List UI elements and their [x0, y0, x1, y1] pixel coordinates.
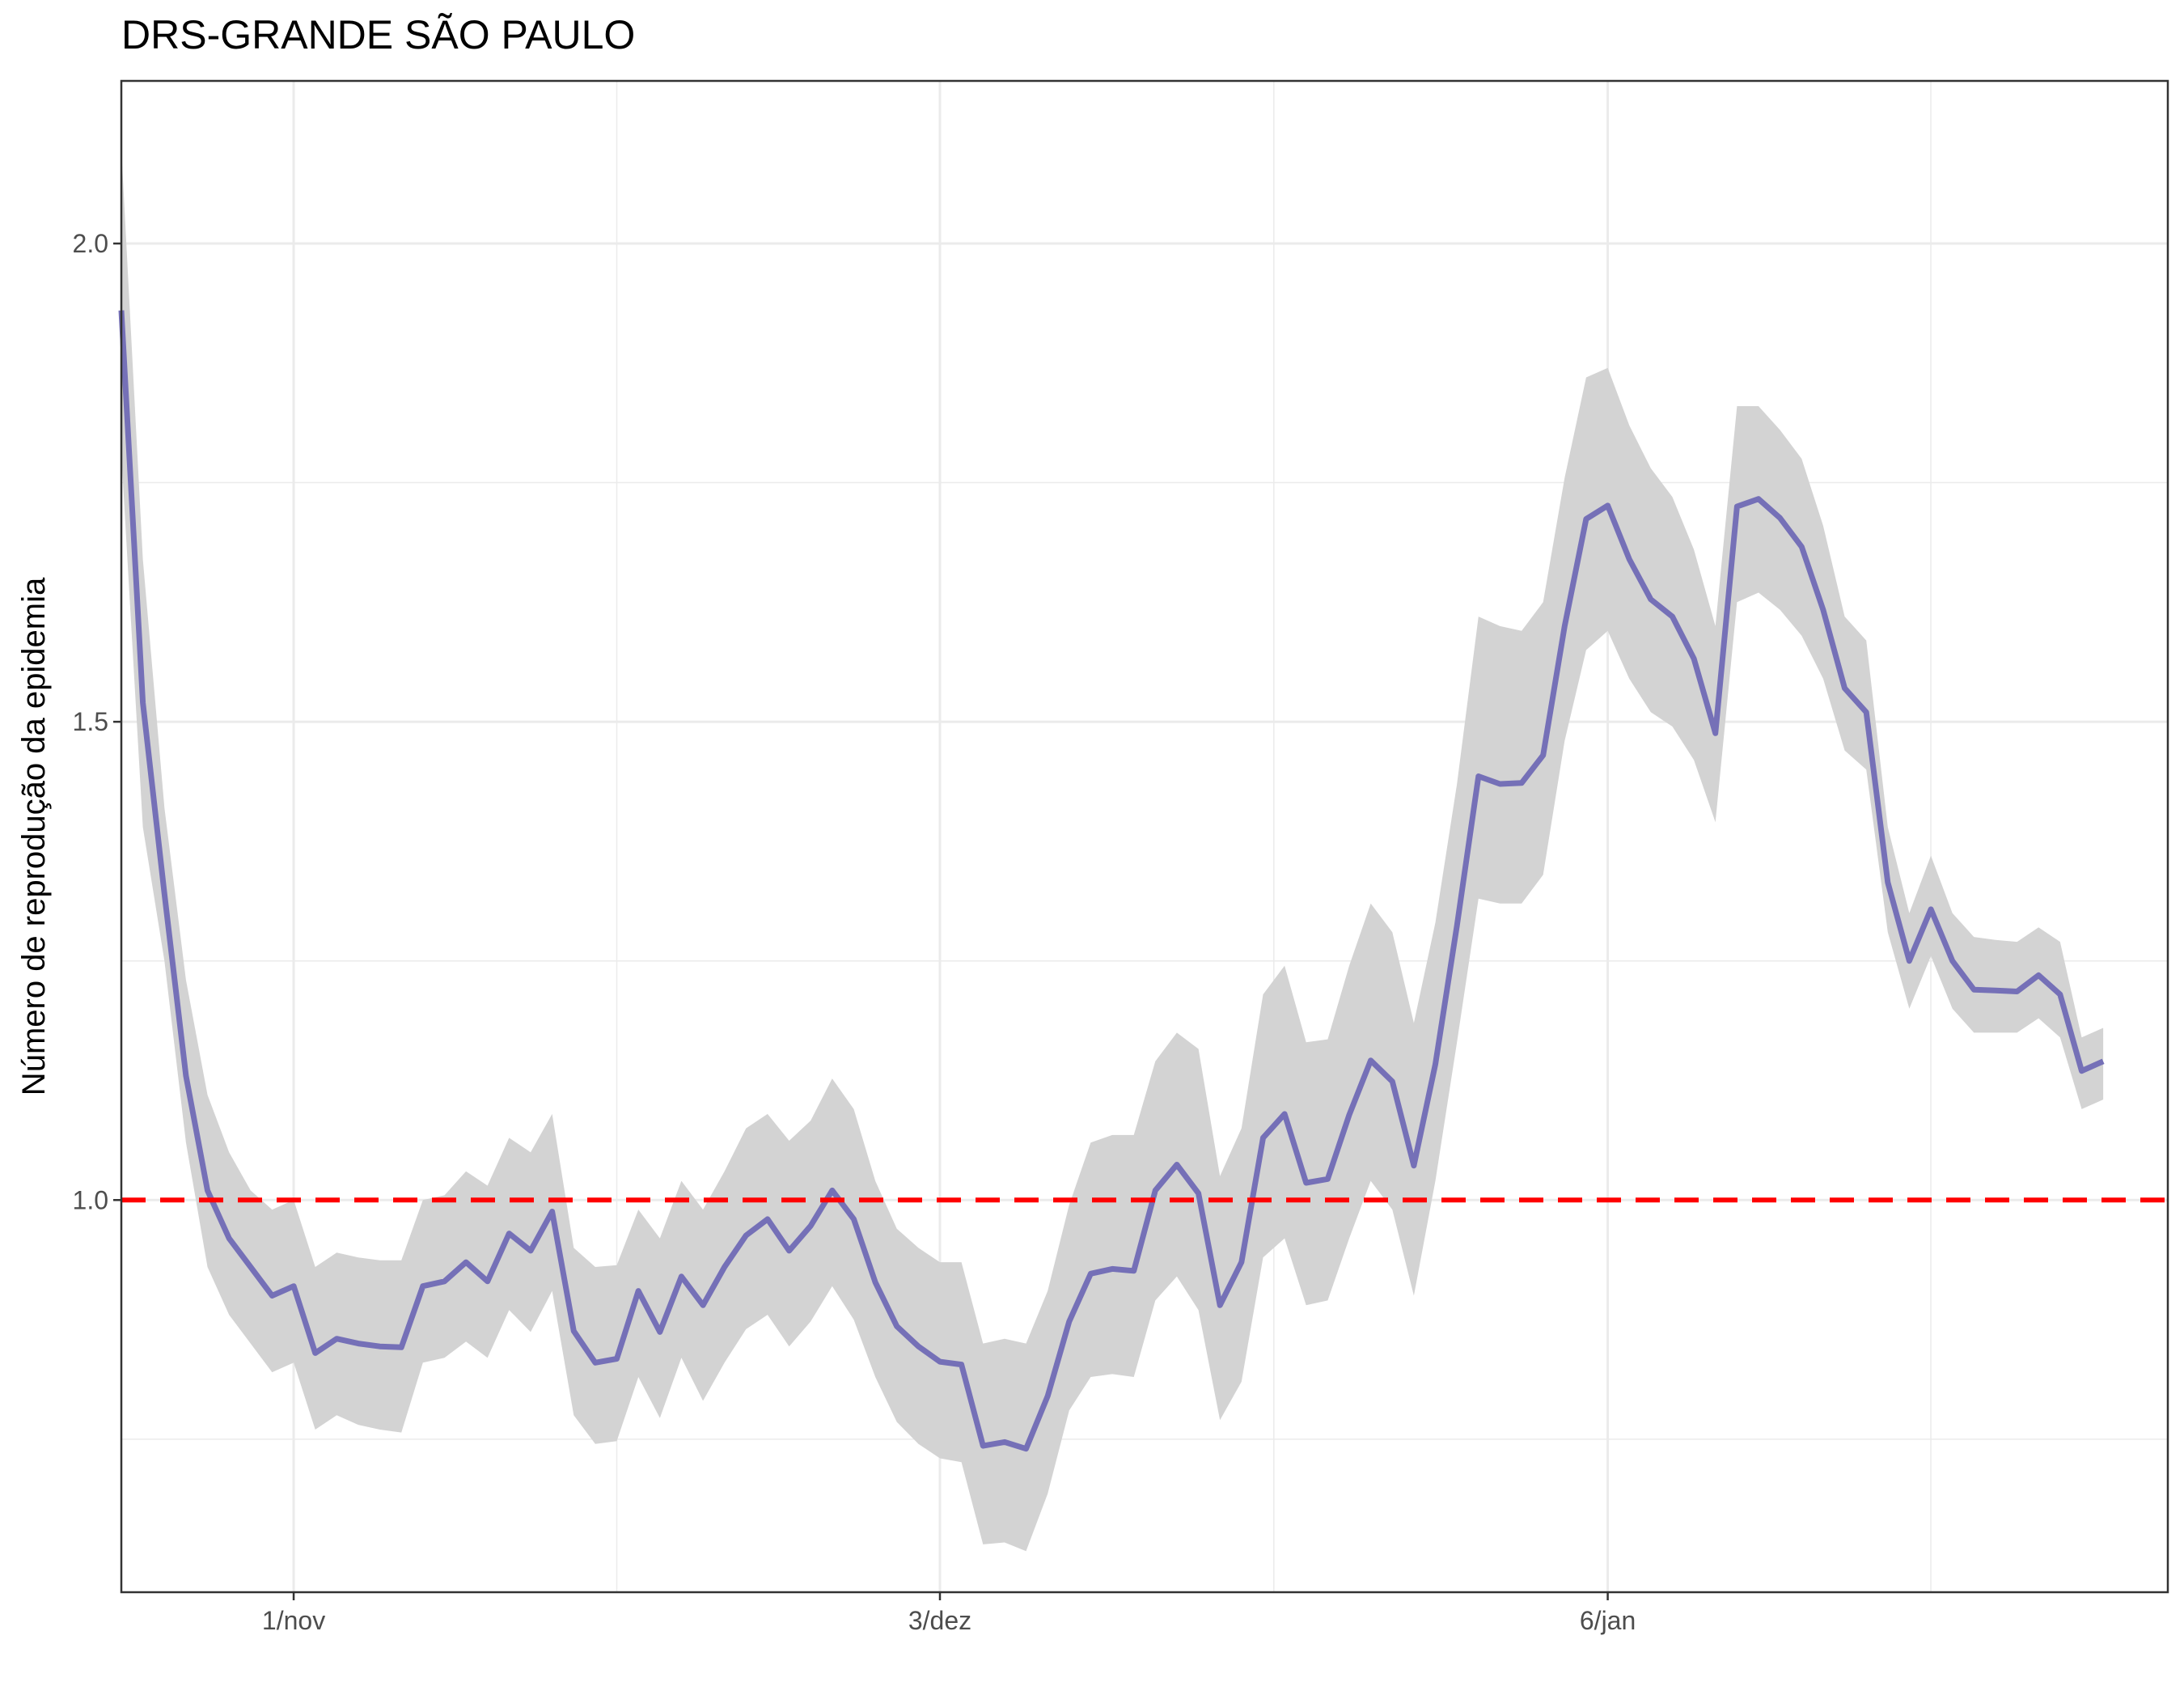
- x-tick-label: 6/jan: [1580, 1606, 1636, 1635]
- y-tick-label: 1.0: [73, 1185, 108, 1214]
- x-tick-label: 1/nov: [262, 1606, 325, 1635]
- confidence-ribbon: [121, 147, 2104, 1552]
- chart-title: DRS-GRANDE SÃO PAULO: [121, 12, 636, 57]
- axis-layer: 1.0 1.5 2.0 1/nov 3/dez 6/jan: [73, 229, 1636, 1635]
- grid-layer: [121, 81, 2168, 1592]
- y-tick-label: 2.0: [73, 229, 108, 258]
- x-tick-label: 3/dez: [908, 1606, 971, 1635]
- series-line: [118, 310, 2105, 1452]
- ribbon-layer: [121, 147, 2104, 1552]
- plot-border: [120, 79, 2169, 1594]
- line-layer: [118, 310, 2105, 1452]
- y-axis-title: Número de reprodução da epidemia: [16, 577, 52, 1095]
- y-tick-label: 1.5: [73, 707, 108, 736]
